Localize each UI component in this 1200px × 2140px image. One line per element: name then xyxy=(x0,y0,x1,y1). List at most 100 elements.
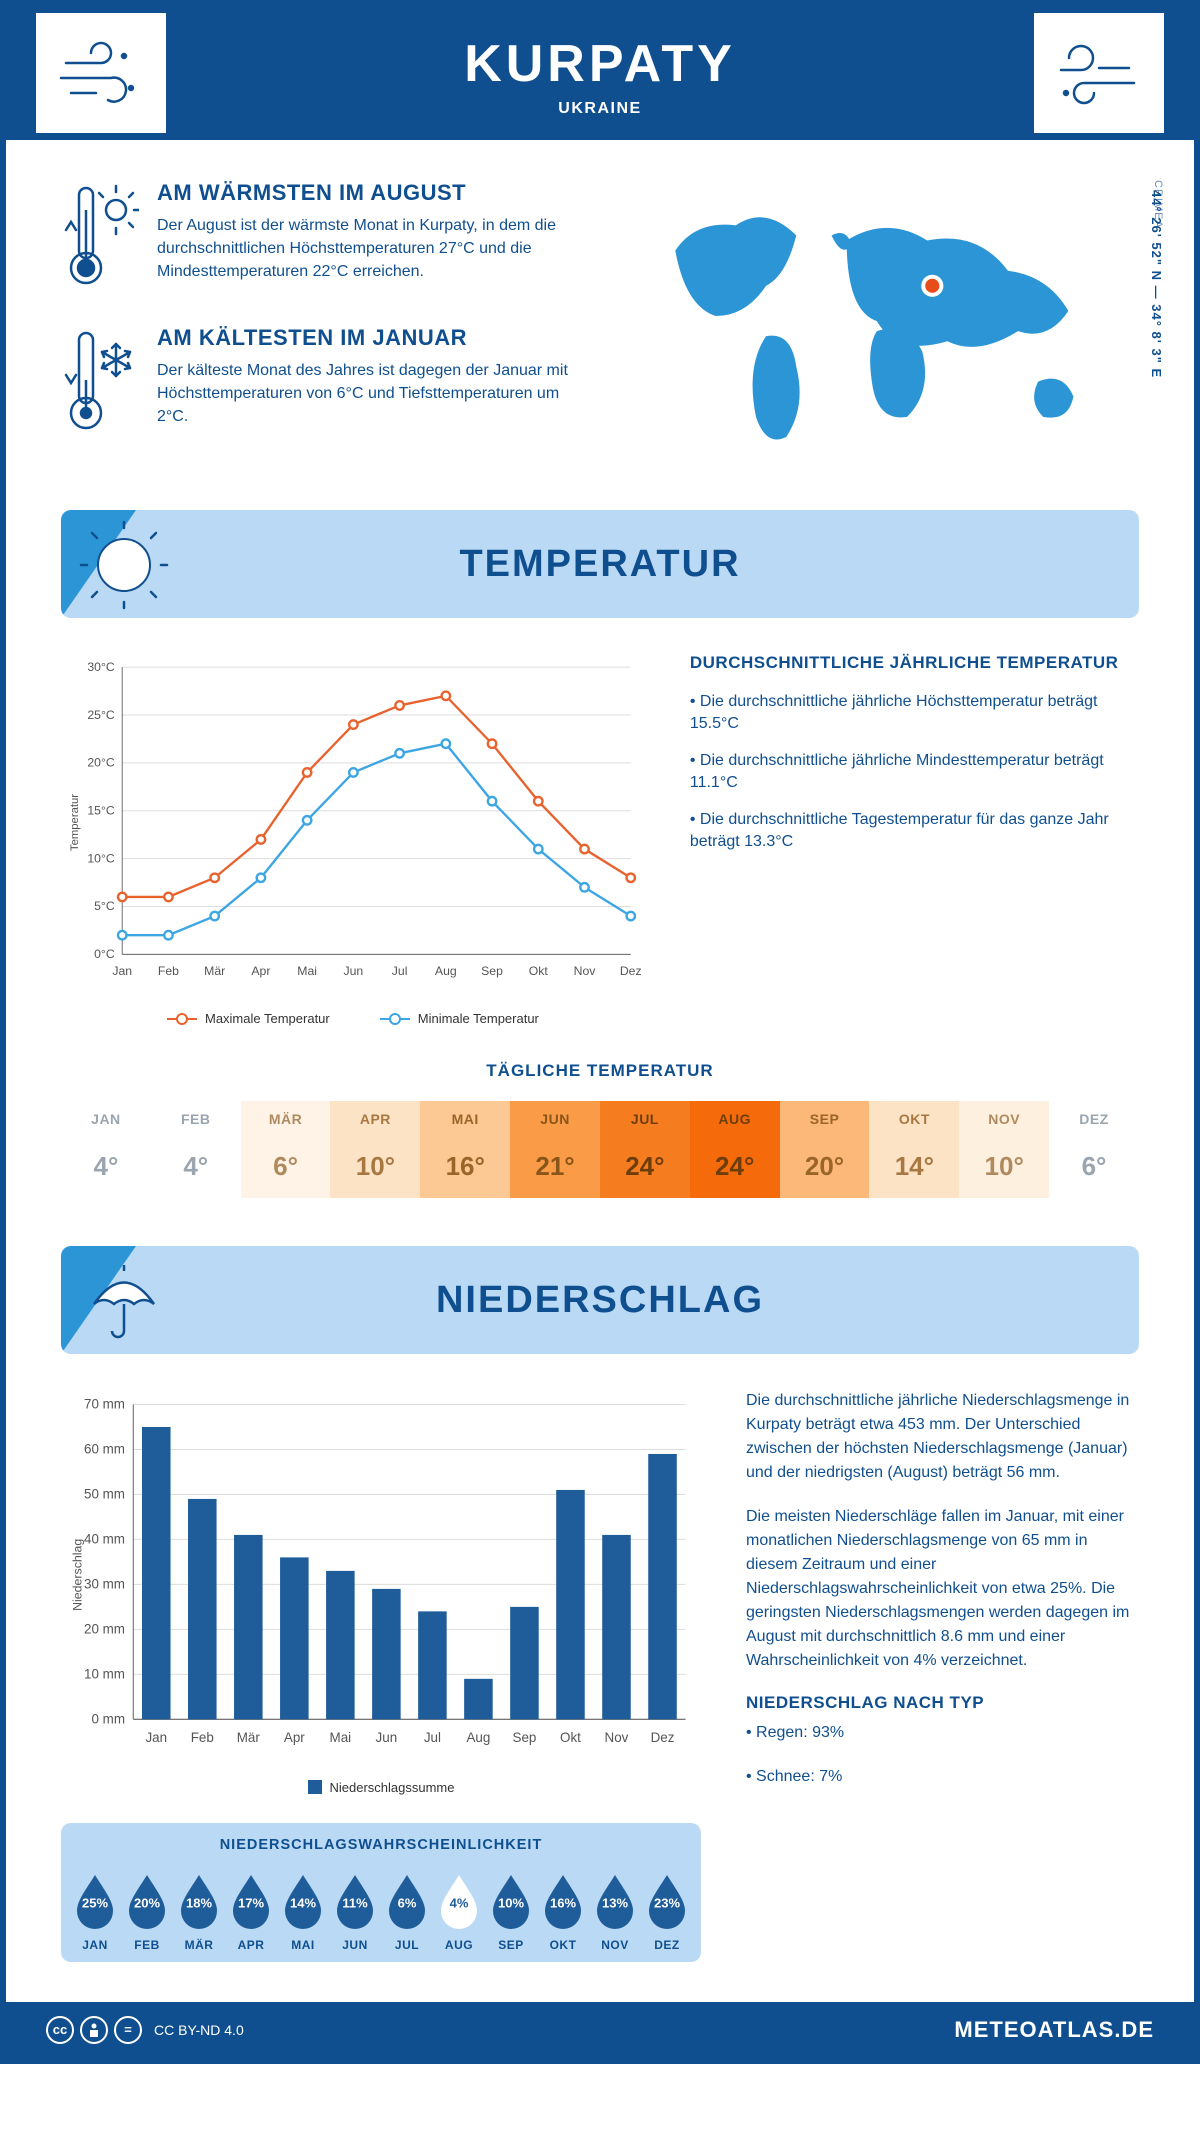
precip-type-title: NIEDERSCHLAG NACH TYP xyxy=(746,1693,1139,1713)
svg-text:0°C: 0°C xyxy=(94,947,115,961)
svg-text:Feb: Feb xyxy=(158,964,179,978)
site-name: METEOATLAS.DE xyxy=(954,2017,1154,2043)
warmest-block: AM WÄRMSTEN IM AUGUST Der August ist der… xyxy=(61,180,590,295)
svg-text:20°C: 20°C xyxy=(87,756,115,770)
probability-title: NIEDERSCHLAGSWAHRSCHEINLICHKEIT xyxy=(71,1837,691,1853)
month-cell: DEZ6° xyxy=(1049,1101,1139,1198)
svg-text:Mär: Mär xyxy=(204,964,225,978)
svg-text:Mai: Mai xyxy=(297,964,317,978)
thermometer-snow-icon xyxy=(61,325,139,440)
temp-info-p1: • Die durchschnittliche jährliche Höchst… xyxy=(690,691,1139,736)
temp-info-p2: • Die durchschnittliche jährliche Mindes… xyxy=(690,750,1139,795)
temperature-legend: Maximale Temperatur Minimale Temperatur xyxy=(61,1011,645,1026)
svg-text:Sep: Sep xyxy=(481,964,503,978)
temperature-line-chart: 0°C 5°C 10°C 15°C 20°C 25°C 30°C Jan Feb Mär Apr Ma… xyxy=(61,653,645,1026)
svg-text:Nov: Nov xyxy=(605,1730,629,1745)
month-cell: FEB4° xyxy=(151,1101,241,1198)
svg-text:Dez: Dez xyxy=(651,1730,675,1745)
coldest-title: AM KÄLTESTEN IM JANUAR xyxy=(157,325,590,351)
probability-drop: 20%FEB xyxy=(123,1865,171,1952)
probability-drop: 16%OKT xyxy=(539,1865,587,1952)
svg-text:Jan: Jan xyxy=(145,1730,167,1745)
svg-text:Jun: Jun xyxy=(376,1730,398,1745)
intro-section: AM WÄRMSTEN IM AUGUST Der August ist der… xyxy=(61,180,1139,470)
footer: cc = CC BY-ND 4.0 METEOATLAS.DE xyxy=(6,2002,1194,2058)
coordinates: 44° 26' 52" N — 34° 8' 3" E xyxy=(1149,190,1164,378)
header: KURPATY UKRAINE xyxy=(6,6,1194,140)
coldest-block: AM KÄLTESTEN IM JANUAR Der kälteste Mona… xyxy=(61,325,590,440)
svg-text:Feb: Feb xyxy=(191,1730,214,1745)
svg-text:10 mm: 10 mm xyxy=(84,1666,125,1681)
precipitation-banner: NIEDERSCHLAG xyxy=(61,1246,1139,1354)
precipitation-legend: Niederschlagssumme xyxy=(61,1780,701,1795)
month-cell: OKT14° xyxy=(869,1101,959,1198)
temperature-info: DURCHSCHNITTLICHE JÄHRLICHE TEMPERATUR •… xyxy=(690,653,1139,1026)
svg-text:60 mm: 60 mm xyxy=(84,1442,125,1457)
world-map xyxy=(635,180,1139,462)
svg-text:15°C: 15°C xyxy=(87,804,115,818)
svg-text:0 mm: 0 mm xyxy=(91,1711,125,1726)
svg-text:Sep: Sep xyxy=(513,1730,537,1745)
svg-text:Okt: Okt xyxy=(529,964,549,978)
svg-text:Niederschlag: Niederschlag xyxy=(71,1539,85,1611)
temp-info-title: DURCHSCHNITTLICHE JÄHRLICHE TEMPERATUR xyxy=(690,653,1139,673)
svg-text:50 mm: 50 mm xyxy=(84,1487,125,1502)
temperature-banner: TEMPERATUR xyxy=(61,510,1139,618)
wind-icon-right xyxy=(1034,13,1164,133)
month-cell: JUN21° xyxy=(510,1101,600,1198)
svg-text:Jul: Jul xyxy=(424,1730,441,1745)
month-cell: SEP20° xyxy=(780,1101,870,1198)
cc-icons: cc = xyxy=(46,2016,142,2044)
svg-text:10°C: 10°C xyxy=(87,851,115,865)
precipitation-info: Die durchschnittliche jährliche Niedersc… xyxy=(746,1389,1139,1962)
daily-temp-grid: JAN4°FEB4°MÄR6°APR10°MAI16°JUN21°JUL24°A… xyxy=(61,1101,1139,1198)
month-cell: JAN4° xyxy=(61,1101,151,1198)
svg-text:Nov: Nov xyxy=(574,964,597,978)
svg-text:Apr: Apr xyxy=(251,964,270,978)
svg-text:Jan: Jan xyxy=(112,964,132,978)
svg-text:40 mm: 40 mm xyxy=(84,1532,125,1547)
precip-p2: Die meisten Niederschläge fallen im Janu… xyxy=(746,1505,1139,1673)
probability-box: NIEDERSCHLAGSWAHRSCHEINLICHKEIT 25%JAN20… xyxy=(61,1823,701,1962)
warmest-text: Der August ist der wärmste Monat in Kurp… xyxy=(157,214,590,284)
svg-text:25°C: 25°C xyxy=(87,708,115,722)
daily-temp-title: TÄGLICHE TEMPERATUR xyxy=(61,1061,1139,1081)
legend-max: Maximale Temperatur xyxy=(205,1011,330,1026)
probability-drop: 18%MÄR xyxy=(175,1865,223,1952)
probability-drop: 23%DEZ xyxy=(643,1865,691,1952)
location-title: KURPATY xyxy=(6,34,1194,94)
nd-icon: = xyxy=(114,2016,142,2044)
wind-icon-left xyxy=(36,13,166,133)
license-text: CC BY-ND 4.0 xyxy=(154,2022,244,2038)
svg-text:Temperatur: Temperatur xyxy=(69,794,81,851)
svg-text:Aug: Aug xyxy=(466,1730,490,1745)
probability-drop: 25%JAN xyxy=(71,1865,119,1952)
svg-text:20 mm: 20 mm xyxy=(84,1622,125,1637)
by-icon xyxy=(80,2016,108,2044)
probability-drop: 10%SEP xyxy=(487,1865,535,1952)
coldest-text: Der kälteste Monat des Jahres ist dagege… xyxy=(157,359,590,429)
cc-icon: cc xyxy=(46,2016,74,2044)
svg-text:Jul: Jul xyxy=(392,964,408,978)
svg-text:5°C: 5°C xyxy=(94,899,115,913)
month-cell: MÄR6° xyxy=(241,1101,331,1198)
sun-icon xyxy=(79,520,169,615)
svg-text:Dez: Dez xyxy=(620,964,642,978)
precip-type2: • Schnee: 7% xyxy=(746,1765,1139,1789)
umbrella-icon xyxy=(79,1256,169,1351)
svg-text:Mär: Mär xyxy=(237,1730,261,1745)
precipitation-title: NIEDERSCHLAG xyxy=(61,1279,1139,1322)
precipitation-bar-chart: 0 mm10 mm20 mm30 mm40 mm50 mm60 mm70 mmJ… xyxy=(61,1389,701,1761)
temp-info-p3: • Die durchschnittliche Tagestemperatur … xyxy=(690,809,1139,854)
svg-text:30°C: 30°C xyxy=(87,660,115,674)
svg-text:Apr: Apr xyxy=(284,1730,305,1745)
svg-text:Jun: Jun xyxy=(343,964,363,978)
country-label: UKRAINE xyxy=(6,100,1194,118)
month-cell: MAI16° xyxy=(420,1101,510,1198)
precip-p1: Die durchschnittliche jährliche Niedersc… xyxy=(746,1389,1139,1485)
precip-legend-label: Niederschlagssumme xyxy=(330,1780,455,1795)
legend-min: Minimale Temperatur xyxy=(418,1011,539,1026)
month-cell: AUG24° xyxy=(690,1101,780,1198)
thermometer-sun-icon xyxy=(61,180,139,295)
probability-drop: 6%JUL xyxy=(383,1865,431,1952)
